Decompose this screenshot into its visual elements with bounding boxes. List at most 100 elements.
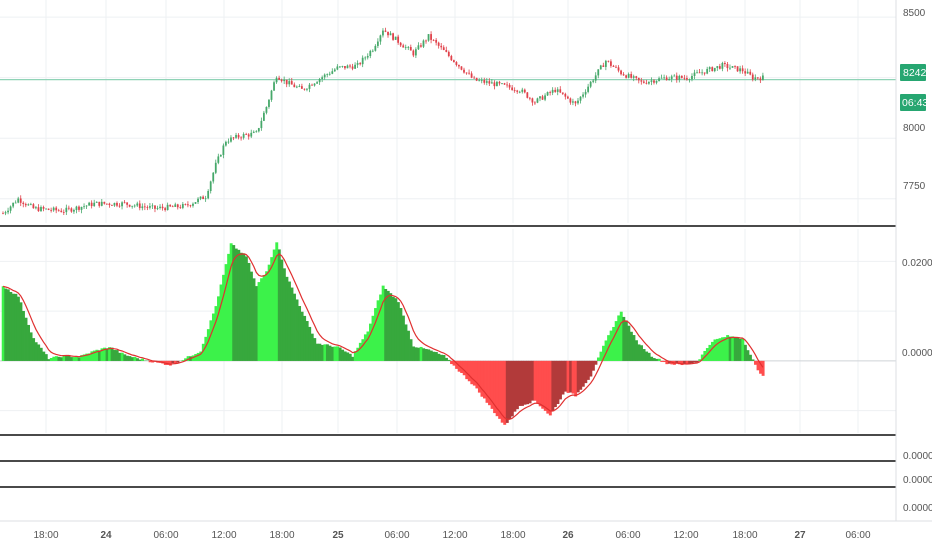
histogram-bar (619, 311, 623, 361)
histogram-bar (141, 358, 144, 361)
histogram-bar (690, 360, 694, 364)
candle-body (262, 112, 265, 121)
candle-body (100, 201, 103, 206)
price-axis[interactable]: 8500 8000 7750 (903, 8, 926, 192)
candle-body (716, 66, 719, 68)
histogram-bar (538, 360, 542, 407)
candle-body (460, 66, 463, 70)
histogram-bar (483, 360, 486, 399)
histogram-bar (401, 315, 405, 361)
candle-body (98, 201, 101, 206)
candle-body (754, 77, 757, 80)
histogram-bar (604, 340, 608, 361)
histogram-bar (343, 351, 347, 361)
histogram-bar (564, 360, 567, 392)
price-pane[interactable] (2, 27, 764, 216)
candle-body (166, 204, 169, 211)
candle-body (232, 137, 235, 139)
candle-body (265, 106, 268, 113)
histogram-bar (227, 253, 231, 361)
histogram-bar (617, 315, 621, 361)
histogram-bar (118, 352, 122, 361)
candle-body (437, 42, 440, 46)
time-tick-label: 27 (794, 530, 806, 541)
histogram-bar (82, 354, 86, 361)
candle-body (637, 77, 640, 81)
histogram-bar (138, 359, 142, 361)
candle-body (501, 83, 503, 85)
candle-body (75, 206, 78, 210)
candle-body (164, 208, 167, 211)
pane-separators[interactable] (0, 0, 932, 522)
histogram-bar (267, 264, 271, 361)
candle-body (718, 66, 721, 69)
histogram-bar (209, 320, 213, 361)
histogram-bar (417, 347, 421, 361)
last-price-tag-background (900, 64, 926, 81)
histogram-bar (634, 340, 638, 361)
time-axis[interactable]: 18:00 24 06:00 12:00 18:00 25 06:00 12:00 18:00 2… (33, 530, 870, 541)
histogram-bar (531, 360, 535, 401)
histogram-bar (470, 360, 474, 385)
histogram-bar (1, 286, 5, 361)
histogram-bar (480, 360, 484, 397)
candle-body (668, 78, 671, 81)
histogram-bar (194, 354, 198, 361)
candle-body (688, 79, 691, 81)
histogram-bar (523, 360, 527, 405)
histogram-bar (475, 360, 479, 389)
candle-body (414, 49, 417, 56)
histogram-bar (662, 360, 666, 363)
histogram-bar (584, 360, 588, 384)
candle-body (298, 86, 301, 87)
candle-body (463, 69, 465, 73)
candle-body (192, 203, 194, 206)
candle-body (445, 50, 448, 52)
candle-body (665, 77, 668, 81)
indicator-axis[interactable]: 0.0200 0.0000 (902, 258, 932, 359)
signal-line (2, 253, 764, 420)
histogram-bar (59, 357, 63, 361)
candle-body (554, 89, 557, 92)
indicator-pane[interactable] (0, 242, 896, 425)
candle-body (691, 75, 693, 80)
histogram-bar (439, 354, 443, 361)
histogram-bar (437, 353, 441, 361)
histogram-bar (515, 360, 519, 410)
candle-body (230, 137, 232, 142)
candle-body (663, 77, 666, 79)
candle-body (237, 134, 240, 138)
candle-body (85, 205, 88, 207)
histogram-bar (731, 336, 735, 361)
histogram-bar (295, 299, 299, 361)
time-tick-label: 12:00 (673, 530, 698, 541)
candle-body (417, 45, 420, 50)
countdown-tag-background (900, 94, 926, 111)
candle-body (536, 98, 539, 103)
candle-body (149, 206, 151, 208)
candle-body (217, 156, 220, 163)
candle-body (762, 75, 764, 81)
histogram-bar (191, 355, 195, 361)
histogram-bar (756, 360, 760, 371)
candle-body (480, 80, 483, 81)
price-tick-label: 8000 (903, 123, 926, 134)
histogram-bar (110, 347, 114, 361)
candle-body (62, 212, 65, 213)
candle-body (313, 83, 316, 86)
histogram-bar (746, 350, 750, 361)
candle-body (612, 65, 615, 67)
histogram-bar (19, 302, 23, 361)
histogram-bar (675, 360, 679, 364)
candle-body (250, 132, 253, 137)
candle-body (154, 205, 156, 209)
candle-body (602, 65, 605, 67)
histogram-bar (389, 293, 393, 361)
candle-body (516, 90, 519, 92)
candle-body (323, 74, 326, 78)
histogram-bar (594, 360, 598, 365)
candle-body (627, 74, 630, 78)
histogram-bar (323, 344, 327, 361)
candle-body (675, 75, 678, 80)
